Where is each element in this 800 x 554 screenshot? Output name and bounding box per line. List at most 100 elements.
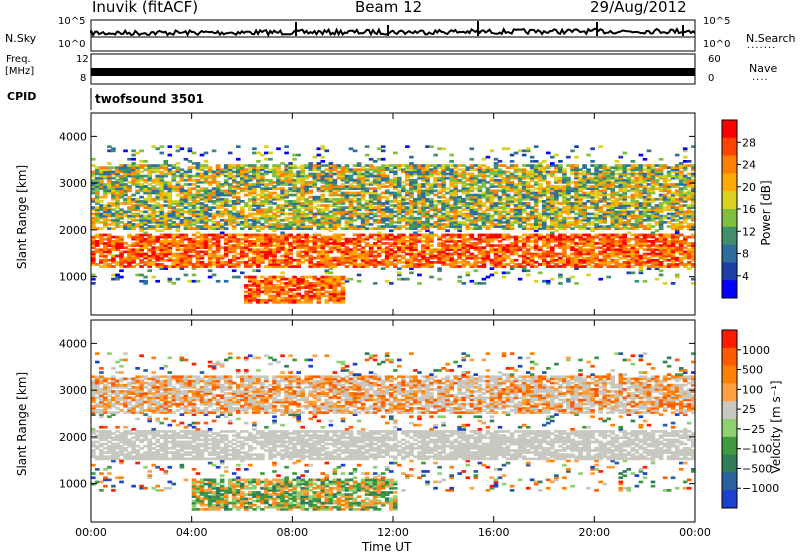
heatmap-cell bbox=[240, 174, 245, 178]
heatmap-cell bbox=[433, 164, 438, 167]
heatmap-cell bbox=[264, 240, 269, 243]
heatmap-cell bbox=[308, 275, 313, 279]
heatmap-cell bbox=[380, 235, 386, 239]
heatmap-cell bbox=[296, 265, 301, 268]
heatmap-cell bbox=[517, 218, 523, 222]
heatmap-cell bbox=[328, 246, 334, 249]
heatmap-cell bbox=[441, 168, 446, 172]
heatmap-cell bbox=[380, 216, 386, 220]
heatmap-cell bbox=[493, 233, 499, 237]
heatmap-cell bbox=[513, 237, 519, 241]
heatmap-cell bbox=[437, 225, 442, 228]
heatmap-cell bbox=[425, 187, 430, 190]
heatmap-cell bbox=[320, 279, 326, 283]
heatmap-cell bbox=[517, 248, 523, 252]
heatmap-cell bbox=[453, 200, 458, 203]
heatmap-cell bbox=[159, 181, 165, 184]
heatmap-cell bbox=[441, 204, 446, 207]
heatmap-cell bbox=[183, 210, 189, 214]
heatmap-cell bbox=[578, 168, 583, 172]
heatmap-cell bbox=[99, 172, 104, 176]
heatmap-cell bbox=[481, 174, 487, 178]
heatmap-cell bbox=[405, 202, 410, 205]
heatmap-cell bbox=[594, 193, 599, 197]
heatmap-cell bbox=[477, 204, 483, 207]
heatmap-cell bbox=[139, 223, 144, 226]
heatmap-cell bbox=[95, 191, 100, 195]
heatmap-cell bbox=[489, 248, 495, 252]
heatmap-cell bbox=[215, 185, 221, 188]
heatmap-cell bbox=[356, 214, 362, 218]
heatmap-cell bbox=[469, 183, 475, 186]
heatmap-cell bbox=[203, 208, 209, 212]
heatmap-cell bbox=[538, 170, 543, 174]
heatmap-cell bbox=[167, 181, 173, 184]
heatmap-cell bbox=[207, 191, 213, 195]
heatmap-cell bbox=[437, 244, 442, 247]
heatmap-cell bbox=[288, 258, 293, 262]
heatmap-cell bbox=[111, 195, 116, 199]
heatmap-cell bbox=[598, 216, 603, 220]
heatmap-cell bbox=[578, 210, 583, 214]
heatmap-cell bbox=[244, 244, 249, 247]
heatmap-cell bbox=[211, 202, 217, 205]
heatmap-cell bbox=[340, 174, 346, 178]
heatmap-cell bbox=[268, 294, 273, 298]
heatmap-cell bbox=[284, 193, 289, 197]
heatmap-cell bbox=[348, 223, 354, 226]
heatmap-cell bbox=[260, 193, 265, 197]
heatmap-cell bbox=[296, 197, 301, 201]
heatmap-cell bbox=[344, 246, 350, 249]
heatmap-cell bbox=[312, 155, 318, 159]
heatmap-cell bbox=[437, 250, 442, 254]
heatmap-cell bbox=[425, 200, 430, 203]
heatmap-cell bbox=[409, 200, 414, 203]
heatmap-cell bbox=[111, 176, 116, 180]
heatmap-cell bbox=[497, 185, 503, 188]
heatmap-cell bbox=[231, 170, 237, 174]
heatmap-cell bbox=[409, 242, 414, 245]
heatmap-cell bbox=[332, 288, 338, 291]
heatmap-cell bbox=[256, 235, 261, 239]
heatmap-cell bbox=[538, 248, 543, 252]
heatmap-cell bbox=[405, 168, 410, 172]
heatmap-cell bbox=[123, 261, 128, 264]
heatmap-cell bbox=[449, 235, 454, 239]
heatmap-cell bbox=[99, 181, 104, 184]
heatmap-cell bbox=[513, 174, 519, 178]
heatmap-cell bbox=[533, 210, 539, 214]
heatmap-cell bbox=[264, 210, 269, 214]
heatmap-cell bbox=[421, 191, 426, 195]
heatmap-cell bbox=[421, 204, 426, 207]
heatmap-cell bbox=[320, 200, 326, 203]
heatmap-cell bbox=[135, 151, 140, 155]
heatmap-cell bbox=[300, 250, 305, 254]
heatmap-cell bbox=[199, 254, 205, 258]
heatmap-cell bbox=[340, 244, 346, 247]
heatmap-cell bbox=[183, 258, 189, 262]
heatmap-cell bbox=[413, 204, 418, 207]
heatmap-cell bbox=[441, 223, 446, 226]
heatmap-cell bbox=[244, 202, 249, 205]
heatmap-cell bbox=[91, 170, 96, 174]
heatmap-cell bbox=[421, 206, 426, 209]
heatmap-cell bbox=[95, 248, 100, 252]
heatmap-cell bbox=[284, 202, 289, 205]
heatmap-cell bbox=[300, 191, 305, 195]
heatmap-cell bbox=[135, 244, 140, 247]
heatmap-cell bbox=[183, 178, 189, 182]
heatmap-cell bbox=[570, 172, 575, 176]
heatmap-cell bbox=[445, 248, 450, 252]
heatmap-cell bbox=[211, 191, 217, 195]
heatmap-cell bbox=[590, 229, 595, 233]
heatmap-cell bbox=[191, 221, 197, 224]
heatmap-cell bbox=[356, 263, 362, 266]
heatmap-cell bbox=[223, 240, 229, 243]
heatmap-cell bbox=[276, 147, 281, 151]
heatmap-cell bbox=[276, 294, 281, 298]
heatmap-cell bbox=[372, 187, 378, 190]
heatmap-cell bbox=[143, 164, 148, 167]
heatmap-cell bbox=[191, 233, 197, 237]
heatmap-cell bbox=[163, 227, 169, 230]
heatmap-cell bbox=[380, 214, 386, 218]
